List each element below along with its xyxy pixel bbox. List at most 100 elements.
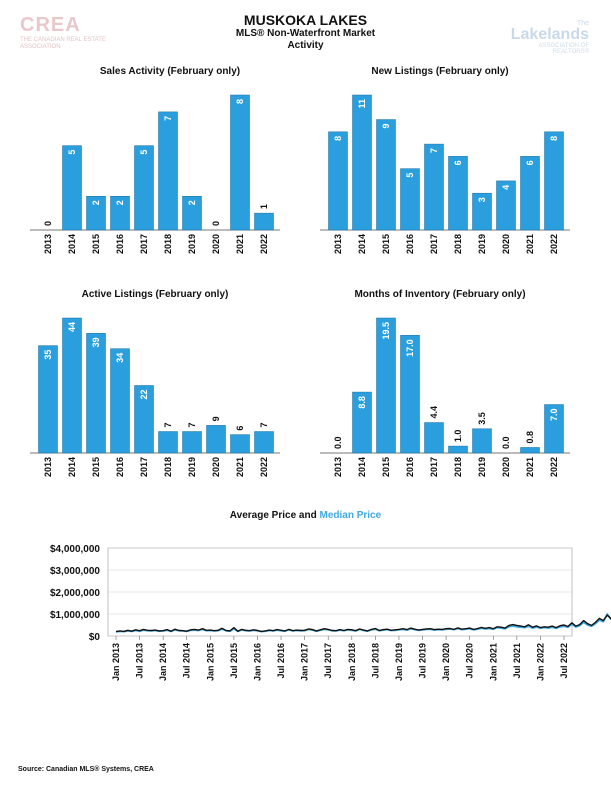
bar (254, 431, 274, 454)
crea-logo-tagline: THE CANADIAN REAL ESTATE ASSOCIATION (20, 37, 106, 50)
page-subtitle: MLS® Non-Waterfront Market (235, 28, 376, 39)
price-line-chart: $4,000,000 $3,000,000 $2,000,000 $1,000,000… (50, 544, 611, 681)
bar (158, 431, 178, 454)
bar (496, 180, 516, 231)
bar (376, 119, 396, 231)
data-label: 7 (163, 116, 173, 121)
bar (158, 111, 178, 231)
tick-label: 2022 (549, 234, 559, 254)
bar (472, 192, 492, 231)
tick-label: 2021 (525, 457, 535, 477)
bar (352, 94, 372, 231)
x-tick-label: Jan 2014 (158, 643, 168, 681)
data-label: 7 (259, 423, 269, 428)
bar (400, 168, 420, 231)
data-label: 44 (67, 322, 77, 332)
tick-label: 2015 (91, 457, 101, 477)
x-tick-label: Jul 2020 (465, 643, 475, 679)
active-listings-title: Active Listings (February only) (81, 289, 229, 300)
x-tick-label: Jul 2017 (323, 643, 333, 679)
data-label: 1 (259, 204, 269, 209)
tick-label: 2013 (43, 457, 53, 477)
bar (376, 317, 396, 454)
bar (472, 428, 492, 454)
data-label: 8 (333, 136, 343, 141)
tick-label: 2014 (357, 234, 367, 254)
bar (62, 145, 82, 231)
tick-label: 2019 (187, 457, 197, 477)
bar (352, 391, 372, 454)
data-label: 17.0 (405, 339, 415, 357)
tick-label: 2018 (163, 457, 173, 477)
bar (110, 196, 130, 231)
lakelands-logo-text: Lakelands (510, 26, 589, 43)
bar (38, 345, 58, 454)
median-price-line (115, 613, 611, 633)
x-tick-label: Jul 2015 (229, 643, 239, 679)
page-title: MUSKOKA LAKES (243, 12, 368, 28)
data-label: 8.8 (357, 396, 367, 409)
tick-label: 2014 (67, 457, 77, 477)
tick-label: 2016 (115, 457, 125, 477)
tick-label: 2021 (235, 234, 245, 254)
data-label: 5 (405, 173, 415, 178)
bar (424, 422, 444, 454)
bar (134, 385, 154, 454)
data-label: 5 (67, 150, 77, 155)
months-inventory-title: Months of Inventory (February only) (354, 289, 526, 300)
data-label: 0 (43, 221, 53, 226)
data-label: 8 (235, 99, 245, 104)
tick-label: 2019 (187, 234, 197, 254)
crea-logo-text: CREA (20, 14, 81, 36)
tick-label: 2022 (259, 457, 269, 477)
data-label: 7 (187, 423, 197, 428)
bar (110, 348, 130, 454)
data-label: 0.0 (501, 436, 511, 449)
x-tick-label: Jul 2013 (135, 643, 145, 679)
tick-label: 2020 (211, 457, 221, 477)
x-tick-label: Jan 2019 (394, 643, 404, 681)
lakelands-logo: The Lakelands ASSOCIATION OF REALTORS® (509, 20, 589, 55)
bar (328, 131, 348, 231)
bar (86, 196, 106, 231)
tick-label: 2018 (453, 457, 463, 477)
source-note: Source: Canadian MLS® Systems, CREA (18, 766, 154, 773)
data-label: 3 (477, 197, 487, 202)
data-label: 6 (235, 426, 245, 431)
data-label: 11 (357, 99, 367, 109)
price-chart-title: Average Price and Median Price (0, 510, 611, 521)
x-tick-label: Jul 2018 (370, 643, 380, 679)
tick-label: 2016 (115, 234, 125, 254)
bar (230, 94, 250, 231)
bar (448, 445, 468, 454)
sales-activity-title: Sales Activity (February only) (99, 66, 241, 77)
data-label: 35 (43, 350, 53, 360)
y-tick-label: $2,000,000 (50, 588, 100, 599)
x-tick-label: Jul 2019 (418, 643, 428, 679)
data-label: 9 (211, 416, 221, 421)
bar (182, 196, 202, 231)
average-price-line (115, 614, 611, 633)
x-tick-label: Jan 2020 (441, 643, 451, 681)
data-label: 6 (525, 160, 535, 165)
active-listings-chart: 35 2013 44 2014 39 2015 34 2016 22 2017 7 2018 7 2019… (30, 317, 280, 477)
data-label: 2 (91, 200, 101, 205)
data-label: 0.8 (525, 431, 535, 444)
tick-label: 2022 (259, 234, 269, 254)
data-label: 4.4 (429, 406, 439, 419)
tick-label: 2015 (91, 234, 101, 254)
data-label: 1.0 (453, 430, 463, 443)
x-tick-label: Jan 2015 (205, 643, 215, 681)
page-subtitle-2: Activity (287, 40, 324, 51)
bar (448, 156, 468, 231)
data-label: 34 (115, 353, 125, 363)
data-label: 6 (453, 160, 463, 165)
tick-label: 2019 (477, 457, 487, 477)
data-label: 9 (381, 124, 391, 129)
bar (520, 447, 540, 454)
y-tick-label: $1,000,000 (50, 610, 100, 621)
data-label: 7 (429, 148, 439, 153)
tick-label: 2018 (163, 234, 173, 254)
bar (254, 212, 274, 231)
x-tick-label: Jul 2016 (276, 643, 286, 679)
